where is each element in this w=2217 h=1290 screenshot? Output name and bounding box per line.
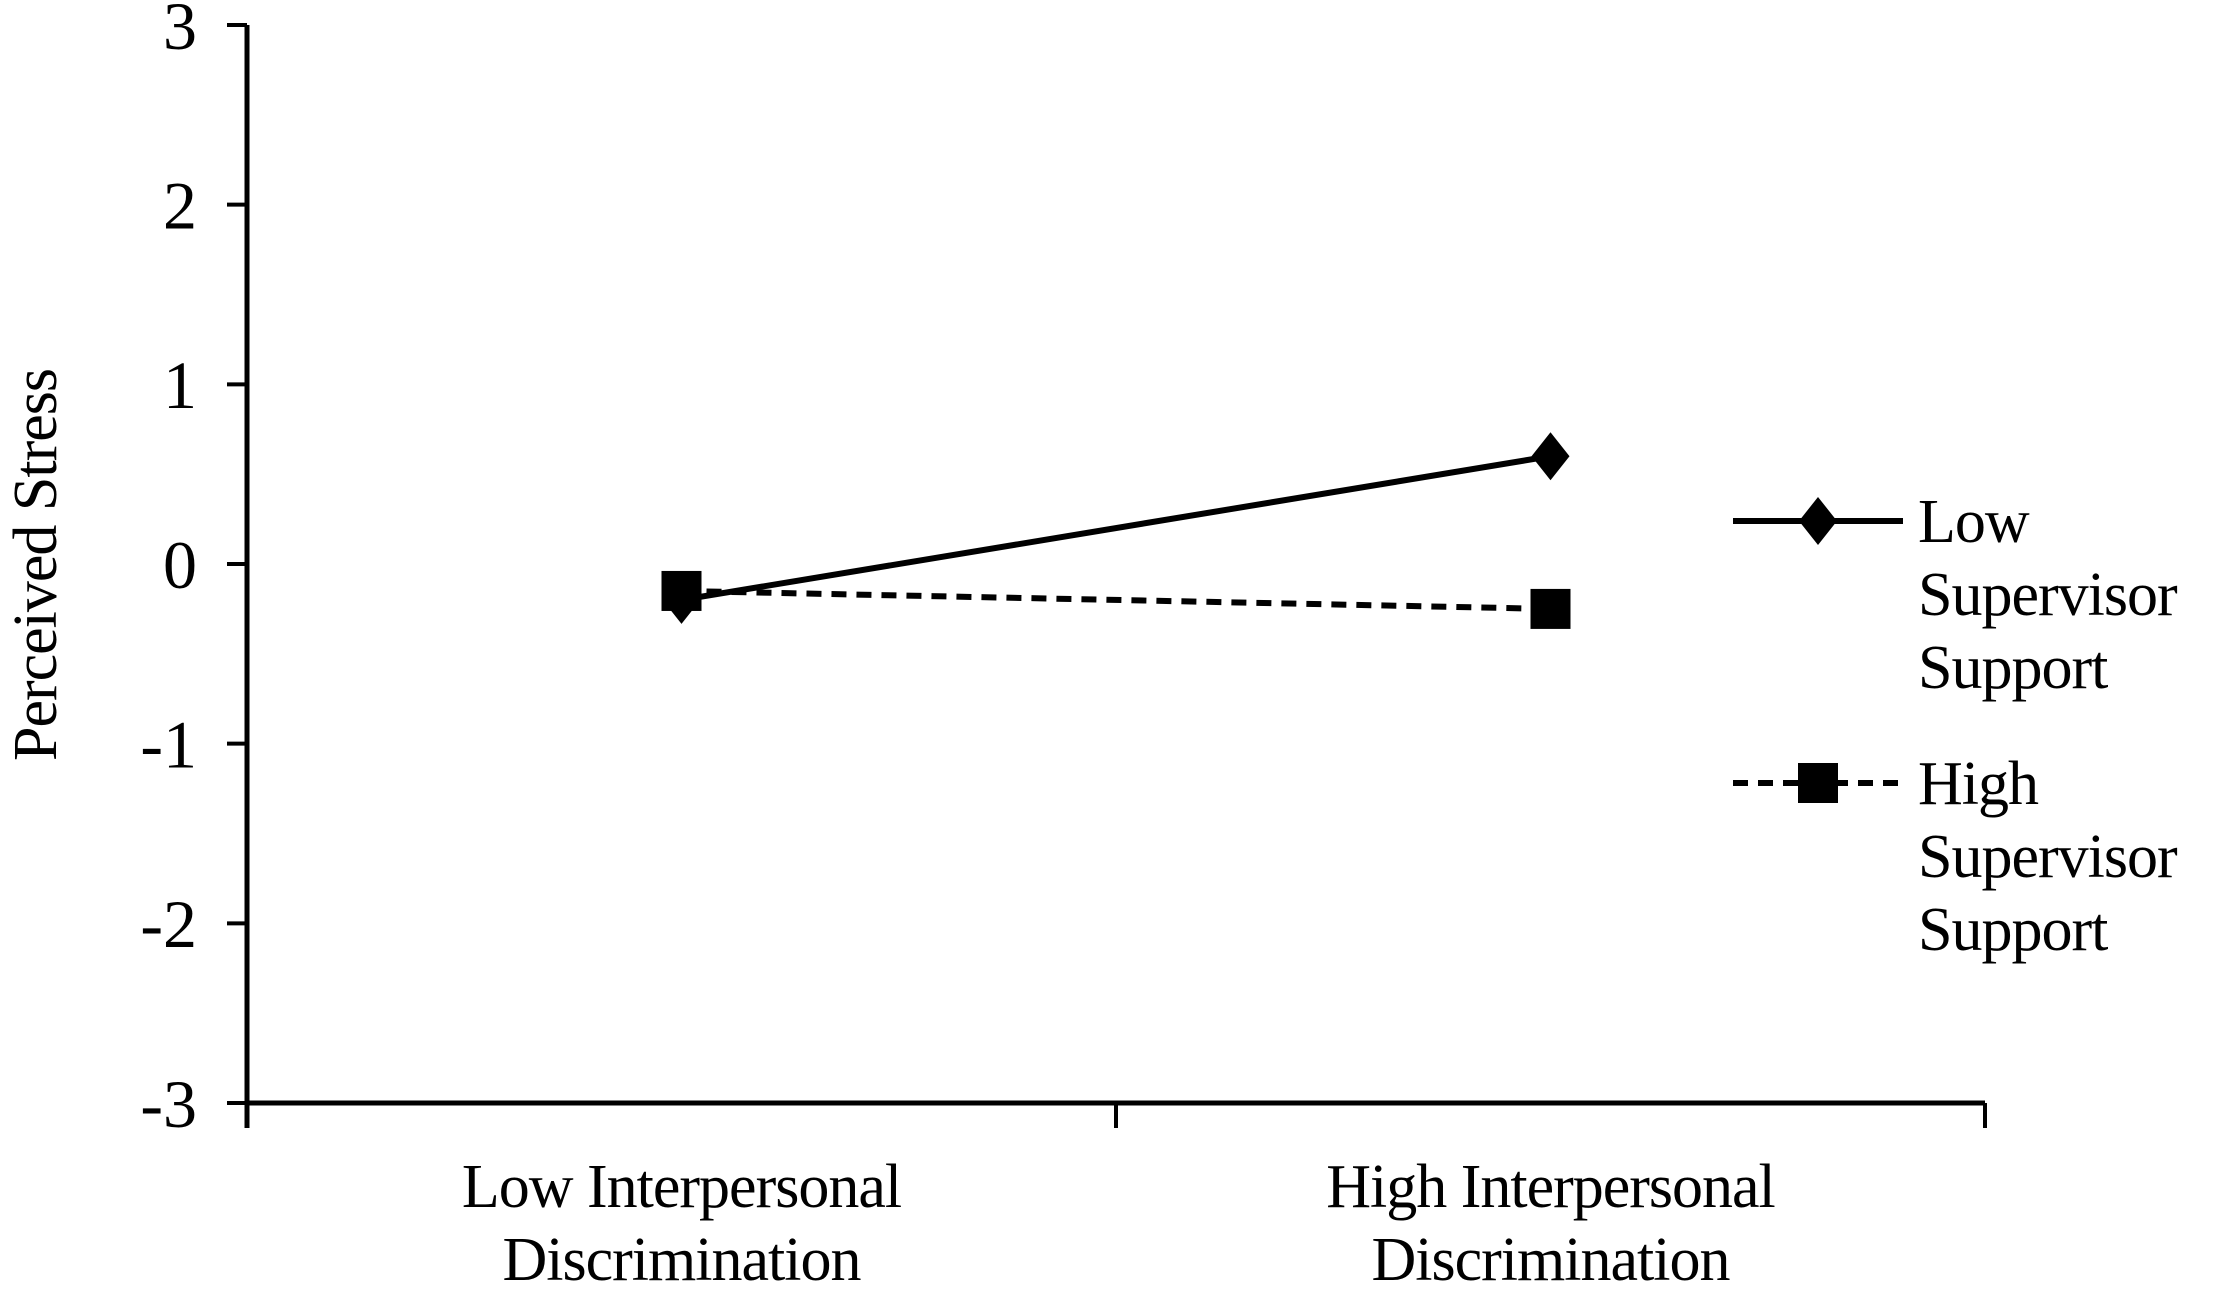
y-tick-label: -1 <box>140 706 197 782</box>
y-tick-label: -3 <box>140 1066 197 1142</box>
series-line-low-supervisor-support <box>681 453 1551 603</box>
x-category-label-line: Discrimination <box>503 1226 862 1290</box>
y-tick-label: -2 <box>140 886 197 962</box>
legend-label: High Supervisor Support <box>1918 750 2178 964</box>
x-category-label: Low Interpersonal Discrimination <box>462 1153 901 1290</box>
legend-label-line: Supervisor <box>1918 561 2178 629</box>
y-tick-label: 3 <box>163 0 197 64</box>
legend-label-line: Low <box>1918 488 2030 556</box>
x-category-label: High Interpersonal Discrimination <box>1326 1153 1775 1290</box>
data-point-square-marker <box>661 570 702 611</box>
legend-square-marker <box>1798 763 1838 803</box>
x-category-label-line: Discrimination <box>1372 1226 1731 1290</box>
legend-label-line: Supervisor <box>1918 823 2178 891</box>
data-point-square-marker <box>1530 588 1571 629</box>
y-axis-title: Perceived Stress <box>2 368 70 762</box>
x-category-label-line: High Interpersonal <box>1326 1153 1775 1221</box>
legend-label-line: High <box>1918 750 2039 818</box>
series-line-high-supervisor-support <box>681 587 1551 612</box>
legend-label: Low Supervisor Support <box>1918 488 2178 702</box>
data-point-diamond-marker <box>1531 432 1570 481</box>
y-tick-label: 2 <box>163 167 197 243</box>
legend-label-line: Support <box>1918 634 2108 702</box>
legend-diamond-marker <box>1799 497 1837 545</box>
x-category-label-line: Low Interpersonal <box>462 1153 901 1221</box>
y-tick-label: 0 <box>163 527 197 603</box>
legend-label-line: Support <box>1918 896 2108 964</box>
y-tick-label: 1 <box>163 347 197 423</box>
